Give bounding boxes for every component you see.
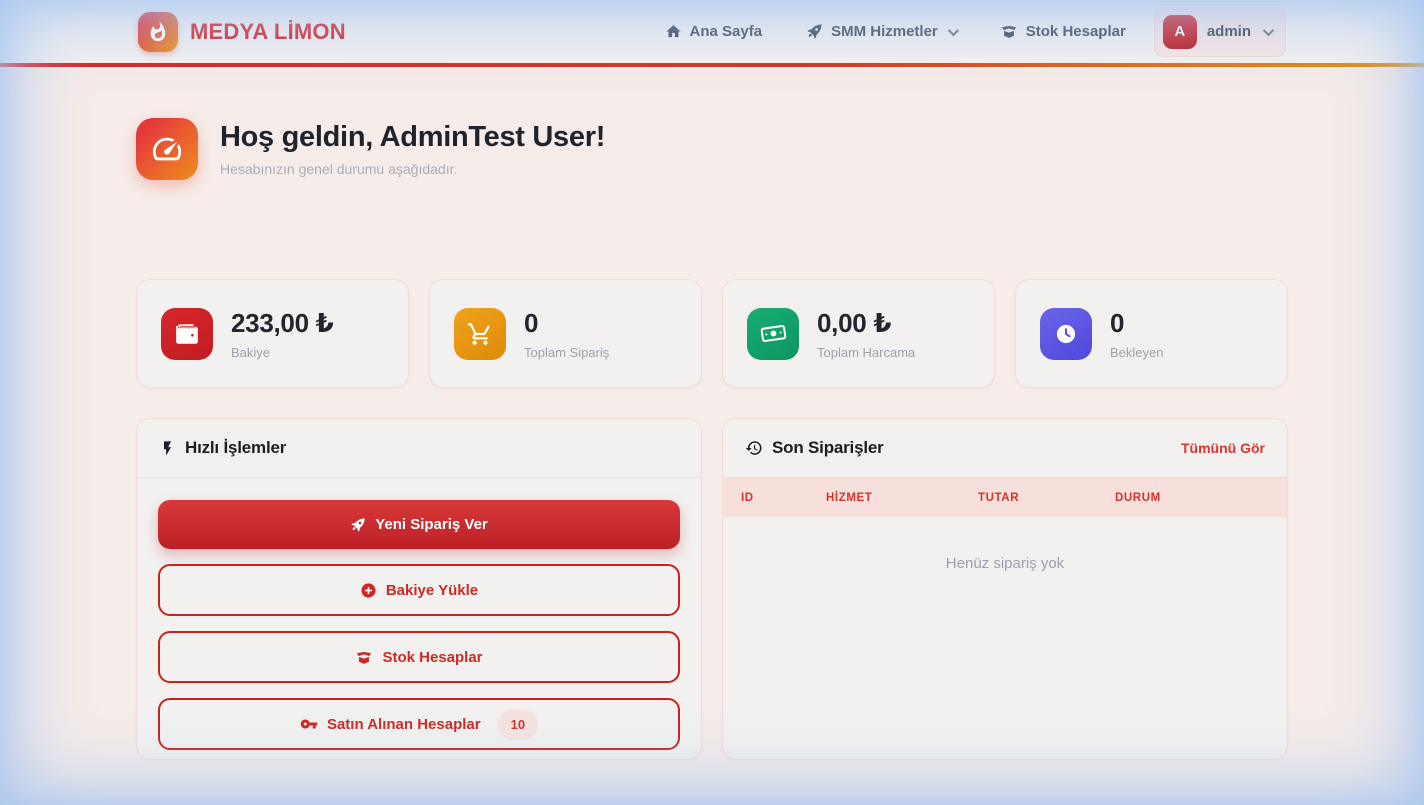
- panel-title: Son Siparişler: [772, 438, 884, 457]
- page-title: Hoş geldin, AdminTest User!: [220, 121, 606, 153]
- orders-table-header: ID HİZMET TUTAR DURUM: [723, 478, 1287, 517]
- stat-value: 0,00 ₺: [817, 307, 892, 338]
- user-menu[interactable]: A admin: [1153, 6, 1286, 57]
- stat-value: 0: [1110, 307, 1125, 338]
- button-label: Bakiye Yükle: [385, 581, 479, 599]
- recent-orders-header: Son Siparişler Tümünü Gör: [723, 419, 1287, 478]
- stat-texts: 233,00 ₺ Bakiye: [231, 307, 334, 360]
- stock-accounts-button[interactable]: Stok Hesaplar: [158, 631, 680, 683]
- stat-card-bakiye: 233,00 ₺ Bakiye: [136, 279, 409, 388]
- stat-label: Bekleyen: [1110, 344, 1164, 360]
- wallet-icon: [161, 307, 213, 360]
- chevron-down-icon: [947, 24, 959, 36]
- brand[interactable]: MEDYA LİMON: [138, 11, 346, 52]
- nav-item-label: SMM Hizmetler: [831, 23, 938, 40]
- user-name: admin: [1206, 23, 1251, 40]
- nav-item-smm-hizmetler[interactable]: SMM Hizmetler: [806, 23, 959, 40]
- quick-actions-panel: Hızlı İşlemler Yeni Sipariş Ver Bakiye Y…: [136, 418, 702, 760]
- rocket-icon: [807, 24, 822, 39]
- view-all-link[interactable]: Tümünü Gör: [1181, 440, 1265, 456]
- accent-gradient-divider: [0, 63, 1424, 67]
- new-order-button[interactable]: Yeni Sipariş Ver: [158, 500, 680, 549]
- button-label: Satın Alınan Hesaplar: [326, 715, 481, 733]
- nav-item-stok-hesaplar[interactable]: Stok Hesaplar: [1000, 23, 1126, 40]
- stat-label: Bakiye: [231, 344, 271, 360]
- box-open-icon: [1001, 25, 1016, 38]
- column-header-tutar: TUTAR: [978, 491, 1020, 504]
- stat-card-toplam-harcama: 0,00 ₺ Toplam Harcama: [722, 279, 995, 388]
- column-header-durum: DURUM: [1115, 491, 1161, 504]
- home-icon: [665, 25, 681, 38]
- quick-actions-body: Yeni Sipariş Ver Bakiye Yükle Stok Hesap…: [137, 478, 701, 759]
- bottom-panels: Hızlı İşlemler Yeni Sipariş Ver Bakiye Y…: [136, 418, 1288, 760]
- key-icon: [300, 719, 318, 729]
- plus-circle-icon: [361, 582, 376, 598]
- brand-name: MEDYA LİMON: [190, 18, 346, 44]
- stats-row: 233,00 ₺ Bakiye 0 Toplam Sipariş 0,00 ₺ …: [136, 279, 1288, 388]
- welcome-text: Hoş geldin, AdminTest User! Hesabınızın …: [220, 121, 605, 177]
- avatar: A: [1162, 14, 1197, 49]
- page-subtitle: Hesabınızın genel durumu aşağıdadır.: [220, 161, 458, 177]
- money-bill-icon: [747, 307, 799, 360]
- column-header-hizmet: HİZMET: [826, 491, 873, 504]
- stat-texts: 0 Bekleyen: [1110, 308, 1163, 360]
- rocket-icon: [351, 517, 365, 532]
- top-navbar: MEDYA LİMON Ana Sayfa SMM Hizmetler Stok…: [0, 0, 1424, 63]
- welcome-header: Hoş geldin, AdminTest User! Hesabınızın …: [136, 118, 1288, 180]
- lightning-icon: [163, 440, 172, 456]
- button-label: Stok Hesaplar: [382, 648, 483, 666]
- nav-item-label: Stok Hesaplar: [1025, 23, 1126, 40]
- stat-texts: 0,00 ₺ Toplam Harcama: [817, 308, 915, 360]
- quick-actions-header: Hızlı İşlemler: [137, 419, 701, 478]
- purchased-accounts-count-badge: 10: [497, 708, 539, 740]
- flame-logo-icon: [138, 11, 178, 52]
- add-balance-button[interactable]: Bakiye Yükle: [158, 564, 680, 616]
- stat-card-bekleyen: 0 Bekleyen: [1015, 279, 1288, 388]
- stat-value: 233,00 ₺: [231, 307, 334, 338]
- stat-label: Toplam Sipariş: [524, 344, 610, 360]
- button-label: Yeni Sipariş Ver: [375, 516, 488, 533]
- nav-item-label: Ana Sayfa: [689, 23, 763, 40]
- cart-icon: [454, 307, 506, 360]
- box-open-icon: [357, 651, 372, 664]
- chevron-down-icon: [1262, 24, 1275, 36]
- history-icon: [745, 441, 762, 455]
- stat-card-toplam-siparis: 0 Toplam Sipariş: [429, 279, 702, 388]
- purchased-accounts-button[interactable]: Satın Alınan Hesaplar 10: [158, 698, 680, 750]
- panel-title: Hızlı İşlemler: [185, 438, 287, 457]
- nav-links: Ana Sayfa SMM Hizmetler Stok Hesaplar: [665, 23, 1126, 40]
- dashboard-gauge-icon: [136, 118, 198, 180]
- nav-item-ana-sayfa[interactable]: Ana Sayfa: [665, 23, 763, 40]
- orders-empty-state: Henüz sipariş yok: [945, 555, 1065, 572]
- column-header-id: ID: [741, 491, 754, 504]
- recent-orders-panel: Son Siparişler Tümünü Gör ID HİZMET TUTA…: [722, 418, 1288, 760]
- stat-texts: 0 Toplam Sipariş: [524, 308, 609, 360]
- stat-label: Toplam Harcama: [817, 344, 916, 360]
- stat-value: 0: [524, 307, 539, 338]
- clock-icon: [1040, 307, 1092, 360]
- main-content: Hoş geldin, AdminTest User! Hesabınızın …: [136, 118, 1288, 760]
